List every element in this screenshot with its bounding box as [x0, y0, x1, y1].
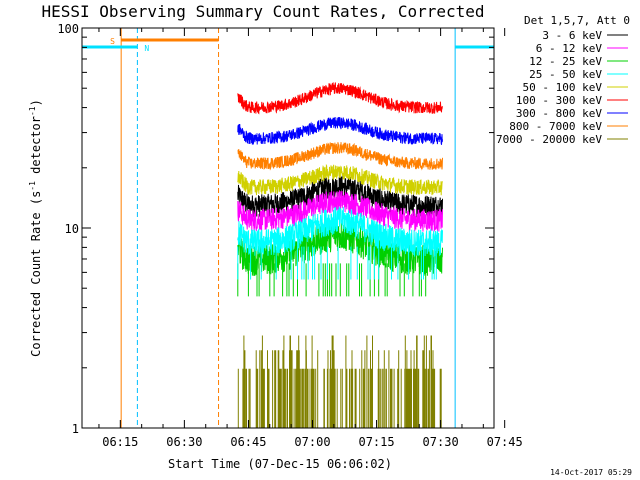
x-axis: 06:15 06:30 06:45 07:00 07:15 07:30 07:45	[98, 28, 523, 449]
series-8	[237, 335, 442, 428]
series-path-6	[237, 116, 443, 146]
y-axis-label-main: Corrected Count Rate (s	[29, 191, 43, 357]
legend-label-3: 25 - 50 keV	[529, 68, 602, 81]
footer-date: 14-Oct-2017 05:29	[550, 468, 632, 477]
legend-label-5: 100 - 300 keV	[516, 94, 602, 107]
legend-label-0: 3 - 6 keV	[542, 29, 602, 42]
legend-label-4: 50 - 100 keV	[523, 81, 603, 94]
night-label: N	[144, 44, 149, 53]
series-path-3	[237, 206, 443, 257]
x-tick-label-4: 07:15	[358, 435, 394, 449]
y-axis: 1 10 100	[57, 22, 494, 436]
chart-title: HESSI Observing Summary Count Rates, Cor…	[41, 2, 484, 21]
x-tick-label-3: 07:00	[294, 435, 330, 449]
legend-label-1: 6 - 12 keV	[536, 42, 603, 55]
x-tick-label-2: 06:45	[230, 435, 266, 449]
series-path-8	[237, 335, 442, 428]
x-tick-label-5: 07:30	[423, 435, 459, 449]
x-tick-label-1: 06:30	[166, 435, 202, 449]
x-tick-label-6: 07:45	[487, 435, 523, 449]
y-tick-label-1: 10	[65, 222, 79, 236]
saa-label: S	[110, 37, 115, 46]
y-axis-label: Corrected Count Rate (s-1 detector-1)	[28, 99, 43, 357]
series-path-5	[237, 82, 443, 115]
series-path-4	[237, 163, 443, 196]
series-layer	[237, 82, 443, 428]
legend-header: Det 1,5,7, Att 0	[524, 14, 630, 27]
y-axis-label-end: )	[29, 99, 43, 106]
series-dips-3	[237, 246, 437, 280]
legend-label-6: 300 - 800 keV	[516, 107, 602, 120]
y-axis-label-mid: detector	[29, 116, 43, 181]
legend-label-8: 7000 - 20000 keV	[496, 133, 602, 146]
y-axis-label-sup1: -1	[28, 181, 37, 191]
series-dips-2	[237, 263, 427, 297]
y-axis-label-sup2: -1	[28, 106, 37, 116]
legend-label-7: 800 - 7000 keV	[509, 120, 602, 133]
y-tick-label-0: 1	[72, 422, 79, 436]
y-tick-label-2: 100	[57, 22, 79, 36]
x-axis-label: Start Time (07-Dec-15 06:06:02)	[168, 457, 392, 471]
series-path-1	[237, 190, 443, 233]
legend-label-2: 12 - 25 keV	[529, 55, 602, 68]
series-path-7	[237, 142, 443, 171]
x-tick-label-0: 06:15	[102, 435, 138, 449]
